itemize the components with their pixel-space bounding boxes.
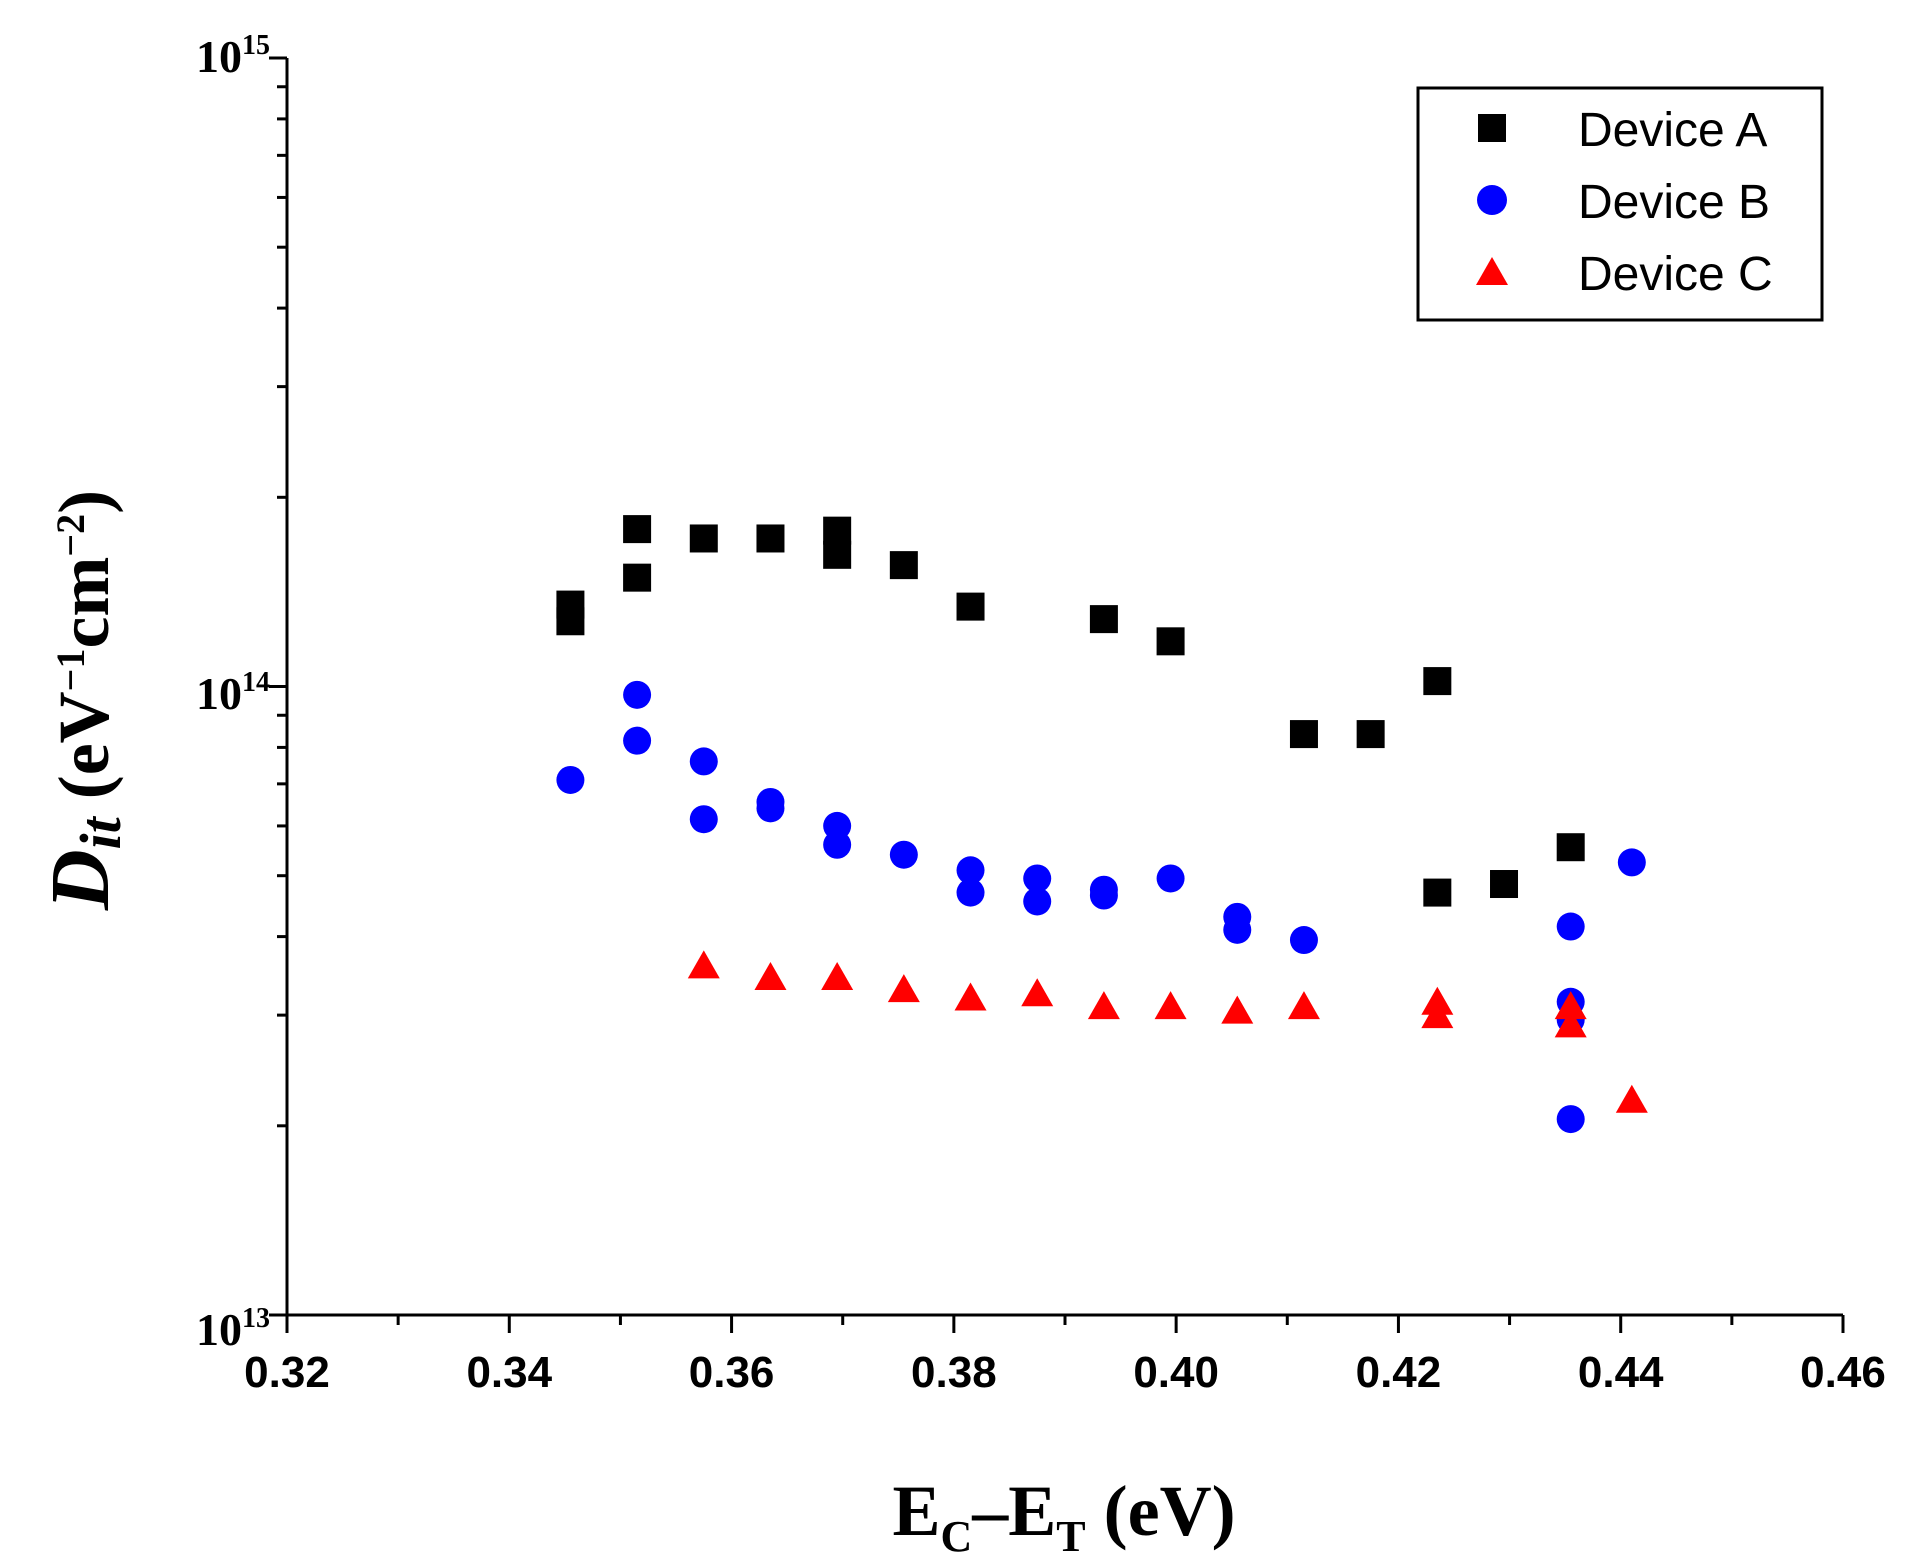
data-point-device-b [1156,864,1185,893]
data-point-device-a [823,516,852,545]
legend-label-device-b: Device B [1578,176,1770,229]
data-point-device-b [823,830,852,859]
data-point-device-b [1023,887,1052,916]
data-point-device-a [689,524,718,553]
data-point-device-b [689,747,718,776]
data-point-device-a [956,592,985,621]
data-point-device-a [889,551,918,580]
data-point-device-c [1287,991,1320,1020]
data-point-device-a [1089,605,1118,634]
data-point-device-b [756,794,785,823]
data-point-device-b [1089,881,1118,910]
data-point-device-c [1615,1084,1648,1113]
ticks [269,56,1845,1333]
data-point-device-a [756,524,785,553]
data-point-device-c [1154,991,1187,1020]
data-point-device-c [887,974,920,1003]
ytick-label-1e14: 1014 [196,667,270,719]
xtick-label: 0.46 [1800,1348,1886,1397]
legend-marker-device-c [1476,257,1508,285]
data-point-device-b [1223,915,1252,944]
data-point-device-b [556,765,585,794]
xtick-label: 0.34 [466,1348,552,1397]
legend-label-device-c: Device C [1578,248,1773,301]
x-axis-title: EC–ET (eV) [892,1471,1235,1561]
data-point-device-a [623,515,652,544]
series-device-c [687,950,1648,1113]
data-point-device-b [1556,1105,1585,1134]
data-point-device-a [1423,878,1452,907]
data-point-device-b [956,878,985,907]
legend-marker-device-a [1478,114,1506,142]
data-point-device-b [623,726,652,755]
data-point-device-c [1021,978,1054,1007]
data-point-device-c [954,982,987,1011]
data-point-device-a [1289,720,1318,749]
data-point-device-c [687,950,720,979]
xtick-label: 0.40 [1133,1348,1219,1397]
data-point-device-b [889,840,918,869]
data-point-device-a [1556,833,1585,862]
y-axis-title: Dit (eV−1cm−2) [34,490,133,911]
xtick-label: 0.32 [244,1348,330,1397]
x-tick-labels: 0.32 0.34 0.36 0.38 0.40 0.42 0.44 0.46 [244,1348,1886,1397]
data-point-device-a [1156,627,1185,656]
series-device-a [556,515,1585,907]
data-point-device-b [1023,864,1052,893]
xtick-label: 0.42 [1356,1348,1442,1397]
data-points [556,515,1648,1134]
data-point-device-a [623,563,652,592]
data-point-device-c [1554,991,1587,1020]
data-point-device-a [1490,870,1519,899]
xtick-label: 0.38 [911,1348,997,1397]
data-point-device-a [1356,720,1385,749]
legend-marker-device-b [1477,185,1507,215]
data-point-device-a [1423,667,1452,696]
data-point-device-b [689,805,718,834]
data-point-device-c [754,961,787,990]
data-point-device-a [823,540,852,569]
legend-label-device-a: Device A [1578,104,1767,157]
data-point-device-c [821,961,854,990]
data-point-device-c [1087,991,1120,1020]
data-point-device-b [956,856,985,885]
xtick-label: 0.36 [689,1348,775,1397]
data-point-device-b [623,680,652,709]
data-point-device-b [1617,848,1646,877]
ytick-label-1e13: 1013 [196,1303,270,1355]
data-point-device-a [556,607,585,636]
data-point-device-c [1554,1009,1587,1038]
data-point-device-c [1221,995,1254,1024]
series-device-b [556,680,1646,1134]
legend: Device A Device B Device C [1416,86,1824,322]
data-point-device-b [1289,926,1318,955]
xtick-label: 0.44 [1578,1348,1664,1397]
data-point-device-b [1556,912,1585,941]
data-point-device-c [1421,1000,1454,1029]
ytick-label-1e15: 1015 [196,30,270,82]
